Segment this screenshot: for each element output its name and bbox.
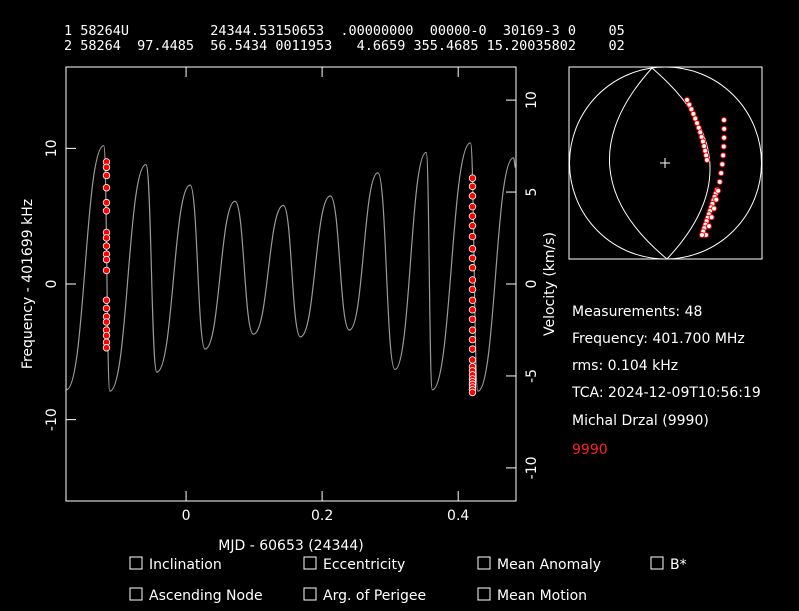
tle-line: 2 58264 97.4485 56.5434 0011953 4.6659 3…: [64, 38, 625, 54]
info-text: rms: 0.104 kHz: [572, 358, 678, 374]
sky-dot: [721, 117, 727, 123]
measurement: [102, 296, 111, 304]
measurement: [102, 318, 111, 326]
y2-tick-label: 10: [524, 91, 540, 109]
sky-dot: [721, 134, 728, 141]
y2-axis-label: Velocity (km/s): [542, 232, 558, 336]
checkbox-label[interactable]: Mean Motion: [497, 588, 587, 604]
checkbox-label[interactable]: Ascending Node: [149, 588, 263, 604]
x-tick-label: 0.4: [447, 508, 469, 524]
y-tick-label: 0: [44, 280, 60, 289]
sky-plot: [568, 66, 763, 260]
sky-dot: [699, 232, 705, 238]
checkbox-label[interactable]: Arg. of Perigee: [323, 588, 426, 604]
info-text: Michal Drzal (9990): [572, 413, 709, 429]
checkbox[interactable]: [129, 587, 143, 601]
checkbox-label[interactable]: B*: [670, 557, 687, 573]
tle-line: 1 58264U 24344.53150653 .00000000 00000-…: [64, 23, 625, 39]
y2-tick-label: -5: [524, 369, 540, 383]
info-text: Measurements: 48: [572, 304, 702, 320]
measurement: [468, 232, 477, 241]
sky-dot: [718, 170, 725, 177]
x-tick-label: 0.2: [311, 508, 333, 524]
y2-tick-label: -10: [524, 456, 540, 479]
x-tick-label: 0: [182, 508, 191, 524]
checkbox[interactable]: [129, 556, 143, 570]
x-axis-label: MJD - 60653 (24344): [218, 538, 363, 554]
measurement: [102, 184, 111, 192]
measurement: [468, 335, 477, 344]
sky-dot: [715, 187, 722, 194]
checkbox[interactable]: [303, 556, 317, 570]
sky-dot: [716, 178, 723, 185]
measurement: [468, 254, 477, 262]
measurement: [102, 255, 111, 264]
sky-dot: [713, 196, 720, 203]
y-tick-label: -10: [44, 408, 60, 431]
checkbox[interactable]: [650, 556, 664, 570]
sky-dot: [705, 223, 712, 230]
sky-dot: [704, 157, 710, 163]
sky-track: [684, 97, 728, 238]
measurement: [468, 315, 477, 323]
sky-dot: [686, 101, 693, 108]
options: Inclination Eccentricity Mean Anomaly B* Asc…: [129, 556, 687, 604]
measurement: [468, 192, 477, 200]
sky-dot: [708, 214, 715, 221]
measurement: [102, 207, 111, 215]
info-text: 9990: [572, 442, 608, 458]
checkbox-label[interactable]: Eccentricity: [323, 557, 405, 573]
measurement: [468, 388, 477, 397]
sky-dot: [711, 205, 718, 212]
info-text: TCA: 2024-12-09T10:56:19: [571, 385, 761, 401]
measurement: [102, 304, 111, 313]
measurement: [102, 163, 111, 172]
sky-dot: [721, 125, 728, 132]
measurement: [468, 202, 477, 211]
measurement: [468, 245, 477, 253]
y2-tick-label: 5: [524, 188, 540, 197]
measurement: [102, 331, 111, 340]
checkbox-label[interactable]: Mean Anomaly: [497, 557, 601, 573]
y2-tick-label: 0: [524, 280, 540, 289]
checkbox[interactable]: [477, 587, 491, 601]
measurement: [468, 276, 477, 284]
measurement: [468, 285, 477, 294]
sky-dot: [720, 143, 727, 150]
measurement: [468, 345, 477, 353]
model-curve: [65, 142, 517, 392]
measurement: [102, 266, 111, 275]
checkbox[interactable]: [303, 587, 317, 601]
measurement: [468, 264, 477, 272]
measurement: [468, 296, 477, 304]
measurement: [468, 356, 477, 364]
measurement: [468, 212, 477, 220]
measurement: [102, 198, 111, 207]
measurement: [468, 221, 477, 230]
measurement: [468, 326, 477, 334]
measurement: [102, 344, 111, 352]
measurement: [102, 242, 111, 250]
y-tick-label: 10: [44, 139, 60, 157]
measurement: [468, 306, 477, 314]
measurement: [468, 174, 477, 182]
sky-dot: [720, 152, 727, 159]
sky-dot: [684, 97, 690, 103]
measurement: [102, 171, 111, 180]
y-axis-label: Frequency - 401699 kHz: [20, 199, 36, 369]
measurement: [468, 182, 477, 191]
sky-dot: [719, 161, 726, 168]
measurement: [102, 234, 111, 242]
info-text: Frequency: 401.700 MHz: [572, 331, 745, 347]
checkbox-label[interactable]: Inclination: [149, 557, 222, 573]
checkbox[interactable]: [477, 556, 491, 570]
